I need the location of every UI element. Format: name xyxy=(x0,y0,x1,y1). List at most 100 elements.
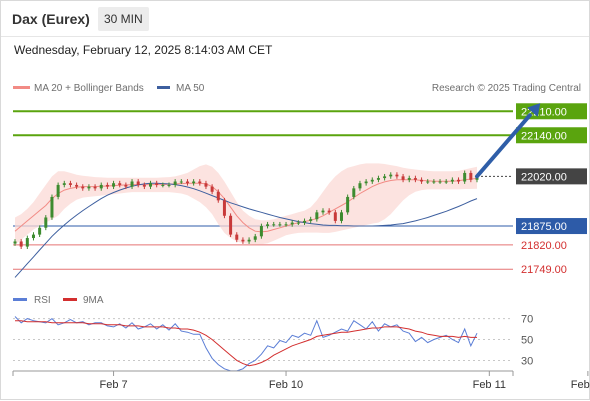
candle-body xyxy=(241,239,245,242)
candle-body xyxy=(87,186,91,189)
candle-body xyxy=(44,217,48,228)
level-box-2 xyxy=(516,168,587,185)
candle-body xyxy=(370,179,374,182)
candle-body xyxy=(173,181,177,185)
timestamp: Wednesday, February 12, 2025 8:14:03 AM … xyxy=(14,43,273,57)
level-label-5: 21749.00 xyxy=(521,264,567,276)
candle-body xyxy=(450,179,454,182)
timeframe-button[interactable]: 30 MIN xyxy=(98,7,149,31)
candle-body xyxy=(99,184,103,189)
candle-body xyxy=(266,224,270,227)
candle-body xyxy=(229,215,233,235)
candle-body xyxy=(296,222,300,224)
candle-body xyxy=(463,172,467,182)
candle-body xyxy=(309,219,313,221)
level-box-3 xyxy=(516,218,587,235)
candle-body xyxy=(438,181,442,183)
candle-body xyxy=(118,183,122,185)
candle-body xyxy=(407,178,411,180)
candle-body xyxy=(432,181,436,183)
candle-body xyxy=(204,183,208,187)
candle-body xyxy=(130,181,134,187)
candle-body xyxy=(389,174,393,177)
candle-body xyxy=(346,196,350,213)
candle-body xyxy=(327,210,331,213)
candle-body xyxy=(376,178,380,180)
candle-body xyxy=(457,179,461,182)
candle-body xyxy=(210,186,214,192)
candle-body xyxy=(25,238,29,247)
candle-body xyxy=(149,183,153,187)
candle-body xyxy=(19,241,23,247)
level-label-1: 22140.00 xyxy=(521,130,567,142)
candle-body xyxy=(420,179,424,182)
candle-body xyxy=(444,181,448,183)
candle-body xyxy=(333,212,337,221)
candle-body xyxy=(50,196,54,218)
candle-body xyxy=(161,184,165,186)
ma20-line xyxy=(14,177,478,233)
candle-body xyxy=(235,234,239,240)
chart-header: Dax (Eurex) 30 MIN xyxy=(1,1,589,37)
rsi-tick-30: 30 xyxy=(521,355,533,367)
legend-ma50-swatch xyxy=(157,86,170,89)
candle-body xyxy=(13,241,17,244)
candle-body xyxy=(216,191,220,201)
legend-rsi-label: RSI xyxy=(34,295,51,306)
candle-body xyxy=(383,176,387,179)
candle-body xyxy=(93,186,97,189)
main-legend: MA 20 + Bollinger Bands MA 50 Research ©… xyxy=(13,83,581,94)
legend-9ma-label: 9MA xyxy=(83,295,104,306)
legend-ma20-label: MA 20 + Bollinger Bands xyxy=(34,83,144,94)
x-tick-label: Feb 10 xyxy=(269,379,303,391)
legend-rsi-swatch xyxy=(13,298,27,301)
candle-body xyxy=(339,212,343,221)
legend-ma20-swatch xyxy=(13,86,30,89)
x-tick-label: Feb 7 xyxy=(99,379,127,391)
candle-body xyxy=(75,184,79,187)
candle-body xyxy=(364,181,368,184)
candle-body xyxy=(278,224,282,226)
candle-body xyxy=(136,181,140,185)
level-box-1 xyxy=(516,127,587,144)
candle-body xyxy=(105,184,109,187)
candle-body xyxy=(321,210,325,213)
level-label-2: 22020.00 xyxy=(521,171,567,183)
candle-body xyxy=(469,172,473,180)
candle-body xyxy=(413,178,417,180)
candle-body xyxy=(179,181,183,183)
candle-body xyxy=(290,222,294,225)
candle-body xyxy=(68,183,72,185)
rsi-line xyxy=(14,316,478,372)
candle-body xyxy=(315,212,319,220)
candle-body xyxy=(247,239,251,242)
bollinger-band xyxy=(15,163,477,245)
ma50-line xyxy=(14,182,478,278)
candle-body xyxy=(31,234,35,239)
legend-ma50-label: MA 50 xyxy=(176,83,205,94)
candle-body xyxy=(62,183,66,185)
level-label-4: 21820.00 xyxy=(521,240,567,252)
rsi-9ma-line xyxy=(15,320,477,367)
forecast-arrow-shaft xyxy=(475,113,532,179)
candle-body xyxy=(198,181,202,184)
candle-body xyxy=(272,224,276,226)
candle-body xyxy=(38,227,42,235)
candle-body xyxy=(352,188,356,197)
candle-body xyxy=(426,181,430,183)
candle-body xyxy=(395,174,399,177)
x-tick-label: Feb 12 xyxy=(571,379,590,391)
candle-body xyxy=(192,181,196,184)
forecast-arrow-head xyxy=(527,103,541,117)
candle-body xyxy=(222,200,226,216)
candle-body xyxy=(401,176,405,180)
candle-body xyxy=(303,220,307,223)
rsi-legend: RSI 9MA xyxy=(13,295,104,306)
source-credit: Research © 2025 Trading Central xyxy=(432,83,581,94)
candle-body xyxy=(124,184,128,187)
candle-body xyxy=(142,184,146,187)
level-label-3: 21875.00 xyxy=(521,221,567,233)
candle-body xyxy=(284,224,288,226)
